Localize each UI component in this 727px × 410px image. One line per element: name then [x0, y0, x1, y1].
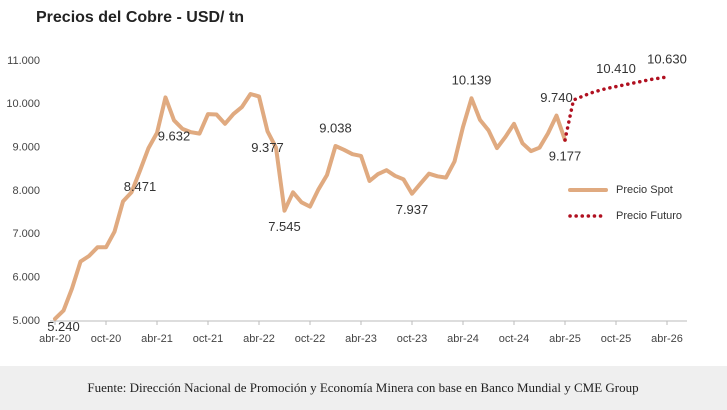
x-tick-label: abr-20 [39, 333, 71, 345]
data-label: 9.038 [319, 120, 352, 135]
x-tick-label: abr-26 [651, 333, 683, 345]
x-tick-label: abr-22 [243, 333, 275, 345]
y-tick-label: 5.000 [12, 315, 40, 327]
x-tick-label: oct-22 [295, 333, 326, 345]
y-tick-label: 11.000 [7, 55, 40, 67]
chart-title: Precios del Cobre - USD/ tn [36, 9, 244, 26]
data-label: 9.377 [251, 140, 284, 155]
data-label: 7.545 [268, 219, 301, 234]
x-tick-label: oct-21 [193, 333, 224, 345]
legend-label: Precio Futuro [616, 210, 682, 222]
data-label: 9.177 [549, 148, 582, 163]
y-tick-label: 9.000 [12, 142, 40, 154]
data-label: 9.632 [158, 129, 191, 144]
x-tick-label: oct-25 [601, 333, 632, 345]
x-tick-label: oct-20 [91, 333, 122, 345]
data-label: 7.937 [396, 202, 429, 217]
data-label: 10.139 [452, 73, 492, 88]
x-tick-label: oct-24 [499, 333, 530, 345]
source-note: Fuente: Dirección Nacional de Promoción … [87, 380, 638, 395]
y-tick-label: 10.000 [6, 98, 40, 110]
y-tick-label: 7.000 [12, 228, 40, 240]
data-label: 5.240 [47, 319, 80, 334]
x-tick-label: abr-23 [345, 333, 377, 345]
data-label: 10.410 [596, 61, 636, 76]
legend-label: Precio Spot [616, 184, 673, 196]
x-tick-label: abr-24 [447, 333, 479, 345]
series-line [53, 92, 567, 321]
data-label: 9.740 [540, 90, 573, 105]
y-tick-label: 6.000 [12, 272, 40, 284]
series-line [563, 75, 669, 142]
data-label: 8.471 [124, 179, 157, 194]
y-tick-label: 8.000 [12, 185, 40, 197]
footer-band [0, 366, 727, 410]
x-tick-label: abr-21 [141, 333, 173, 345]
x-tick-label: oct-23 [397, 333, 428, 345]
x-tick-label: abr-25 [549, 333, 581, 345]
data-label: 10.630 [647, 51, 687, 66]
